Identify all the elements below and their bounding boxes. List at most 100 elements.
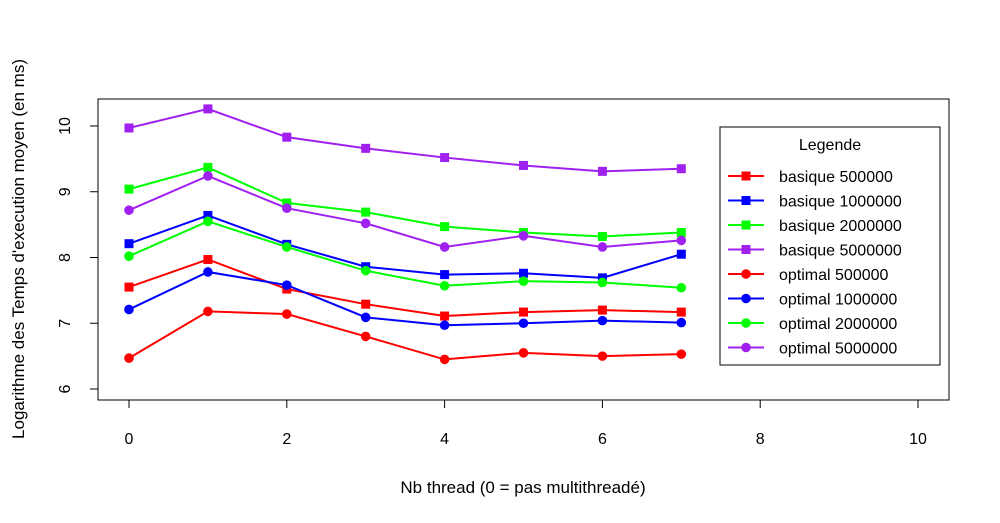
data-point (518, 276, 529, 286)
x-tick-label: 2 (282, 431, 291, 448)
data-point (439, 242, 450, 252)
data-point (519, 268, 528, 278)
data-point (440, 153, 450, 163)
series-line (128, 220, 682, 289)
legend-item: basique 5000000 (728, 243, 902, 260)
x-tick-label: 6 (598, 431, 607, 448)
legend-item: optimal 5000000 (728, 341, 897, 358)
legend-item: optimal 2000000 (728, 316, 897, 333)
series-optimal-2000000 (124, 216, 687, 293)
legend-marker (741, 196, 751, 205)
data-point (519, 307, 528, 317)
legend-label: basique 2000000 (779, 218, 902, 235)
y-tick-label: 8 (57, 253, 74, 262)
y-tick-label: 6 (57, 384, 74, 393)
data-point (203, 171, 213, 181)
x-axis-title: Nb thread (0 = pas multithreadé) (400, 478, 645, 497)
series-optimal-1000000 (124, 267, 687, 331)
data-point (124, 353, 134, 363)
data-point (361, 299, 371, 309)
data-point (124, 239, 134, 249)
series-line (128, 107, 682, 173)
data-point (203, 306, 213, 317)
y-tick-label: 7 (57, 319, 74, 328)
legend-item: optimal 500000 (728, 267, 889, 284)
data-point (676, 282, 687, 293)
data-point (519, 160, 528, 170)
series-basique-5000000 (124, 104, 686, 176)
data-point (597, 231, 607, 241)
data-point (361, 143, 371, 153)
legend-item: basique 2000000 (728, 218, 902, 235)
series-line (128, 214, 682, 279)
legend-title: Legende (799, 137, 861, 154)
data-point (124, 184, 134, 194)
data-point (360, 265, 371, 276)
legend-label: basique 5000000 (779, 243, 902, 260)
y-axis-title: Logarithme des Temps d'execution moyen (… (9, 59, 28, 439)
data-point (597, 305, 607, 315)
data-point (282, 280, 292, 290)
data-point (440, 270, 450, 280)
data-point (360, 312, 371, 323)
legend-marker (741, 245, 751, 254)
legend-label: optimal 500000 (779, 267, 889, 284)
legend-marker (741, 293, 751, 304)
data-point (282, 203, 292, 213)
legend-item: basique 1000000 (728, 194, 902, 211)
legend-marker (741, 269, 751, 279)
data-point (597, 315, 608, 326)
data-point (518, 318, 529, 329)
data-point (518, 231, 529, 241)
series-line (128, 166, 682, 238)
data-point (360, 331, 371, 342)
x-tick-label: 0 (125, 431, 134, 448)
series-optimal-5000000 (124, 171, 687, 252)
data-point (124, 205, 134, 215)
data-point (439, 320, 450, 331)
data-point (124, 251, 134, 261)
legend-marker (741, 171, 751, 181)
legend-items: basique 500000 basique 1000000 basique 200… (728, 169, 902, 358)
data-point (676, 307, 686, 317)
data-point (361, 207, 371, 217)
x-axis: 0 2 4 6 8 10 (125, 399, 927, 448)
legend-marker (741, 342, 751, 353)
data-point (440, 222, 450, 232)
data-point (676, 317, 687, 328)
data-point (203, 216, 213, 227)
legend-box (719, 126, 941, 366)
legend-marker (741, 318, 751, 328)
data-point (124, 123, 134, 133)
series-line (128, 270, 682, 327)
series-layer (124, 104, 687, 365)
y-tick-label: 9 (57, 187, 74, 196)
x-tick-label: 10 (909, 431, 927, 448)
y-axis: 6 7 8 9 10 (57, 117, 99, 393)
data-point (203, 104, 213, 114)
legend-label: optimal 5000000 (779, 341, 897, 358)
data-point (440, 311, 450, 321)
legend-label: optimal 2000000 (779, 316, 897, 333)
legend-label: optimal 1000000 (779, 292, 897, 309)
data-point (124, 304, 134, 315)
legend-item: optimal 1000000 (728, 292, 897, 309)
data-point (439, 354, 450, 365)
data-point (676, 164, 686, 174)
series-optimal-500000 (124, 306, 687, 365)
data-point (203, 210, 213, 220)
data-point (676, 235, 687, 246)
data-point (518, 348, 529, 358)
data-point (597, 277, 608, 288)
data-point (439, 280, 450, 291)
data-point (282, 242, 292, 252)
x-tick-label: 8 (756, 431, 765, 448)
data-point (360, 218, 371, 229)
series-line (128, 310, 682, 361)
data-point (676, 349, 687, 359)
data-point (282, 132, 292, 142)
data-point (597, 166, 607, 176)
x-tick-label: 4 (440, 431, 449, 448)
